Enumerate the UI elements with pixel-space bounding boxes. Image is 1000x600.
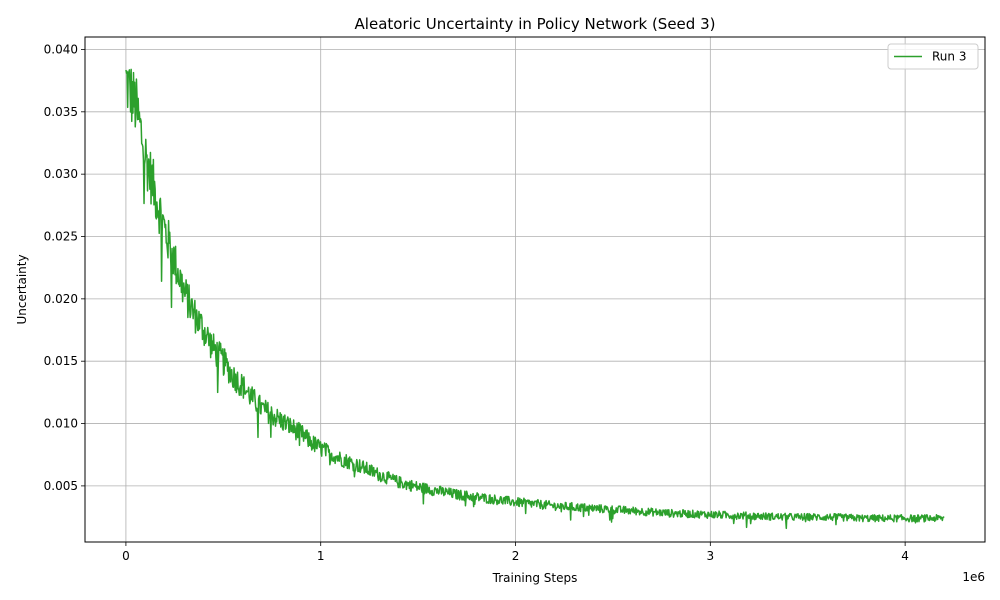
ticks-layer: 0 1 2 3 4 0.005 0.010 0.015 0.020 0.025 0.030 0.035… <box>44 42 909 563</box>
legend: Run 3 <box>887 43 979 70</box>
grid-layer <box>85 37 985 542</box>
y-axis-label: Uncertainty <box>15 254 29 324</box>
y-tick-label: 0.035 <box>44 105 78 119</box>
y-tick-label: 0.020 <box>44 292 78 306</box>
x-tick-label: 2 <box>512 549 520 563</box>
x-axis-offset-label: 1e6 <box>962 570 985 584</box>
legend-label: Run 3 <box>932 50 966 64</box>
series-line-run-3 <box>125 68 945 530</box>
y-tick-label: 0.030 <box>44 167 78 181</box>
x-tick-label: 1 <box>317 549 325 563</box>
legend-box <box>887 43 979 70</box>
x-tick-label: 4 <box>901 549 909 563</box>
y-tick-label: 0.005 <box>44 479 78 493</box>
x-axis-label: Training Steps <box>492 571 578 585</box>
y-tick-label: 0.040 <box>44 42 78 56</box>
series-layer <box>125 68 945 530</box>
y-tick-label: 0.025 <box>44 230 78 244</box>
chart-title: Aleatoric Uncertainty in Policy Network … <box>355 15 716 33</box>
y-tick-label: 0.015 <box>44 354 78 368</box>
x-tick-label: 3 <box>707 549 715 563</box>
x-tick-label: 0 <box>122 549 130 563</box>
y-tick-label: 0.010 <box>44 417 78 431</box>
plot-frame <box>84 36 986 543</box>
